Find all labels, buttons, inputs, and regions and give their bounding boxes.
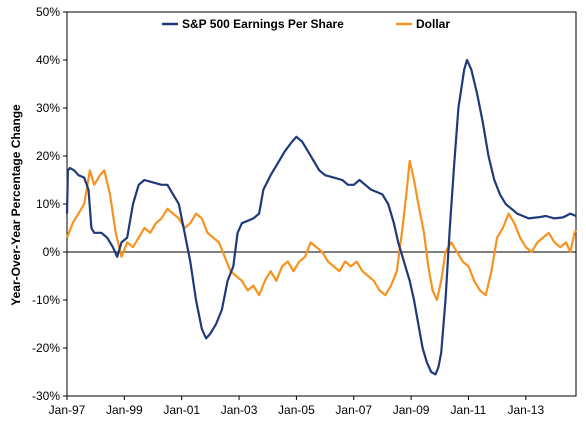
x-tick-label: Jan-01 — [163, 403, 200, 417]
y-tick-label: -20% — [32, 341, 60, 355]
y-axis-label: Year-Over-Year Percentage Change — [9, 104, 23, 306]
legend-label: Dollar — [416, 17, 450, 31]
x-tick-label: Jan-11 — [451, 403, 487, 417]
y-tick-label: 30% — [36, 101, 60, 115]
x-tick-label: Jan-03 — [221, 403, 258, 417]
y-tick-label: 0% — [43, 245, 61, 259]
legend: S&P 500 Earnings Per Share Dollar — [162, 17, 450, 31]
series-line-eps — [65, 58, 577, 376]
plot-area: 50% 40% 30% 20% 10% 0% -10% -20% -30%Jan-97 Jan-9… — [32, 5, 577, 417]
series-line-dollar — [65, 159, 577, 302]
x-tick-label: Jan-09 — [393, 403, 430, 417]
x-tick-label: Jan-13 — [507, 403, 544, 417]
x-tick-label: Jan-07 — [335, 403, 372, 417]
y-tick-label: 20% — [36, 149, 60, 163]
x-tick-label: Jan-99 — [106, 403, 143, 417]
y-tick-label: 10% — [36, 197, 60, 211]
x-tick-label: Jan-05 — [278, 403, 315, 417]
y-tick-label: -10% — [32, 293, 60, 307]
y-tick-label: 40% — [36, 53, 60, 67]
x-tick-label: Jan-97 — [49, 403, 86, 417]
y-tick-label: 50% — [36, 5, 60, 19]
y-tick-label: -30% — [32, 389, 60, 403]
legend-label: S&P 500 Earnings Per Share — [182, 17, 344, 31]
